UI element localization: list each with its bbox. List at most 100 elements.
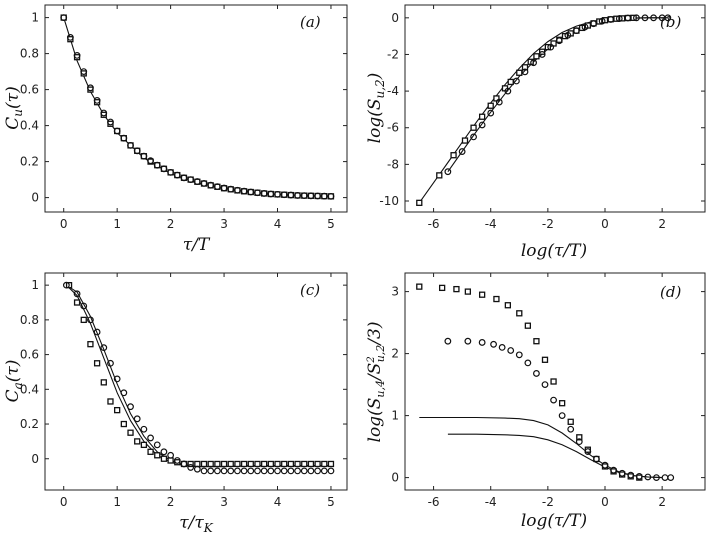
circle-marker (87, 316, 94, 324)
y-tick-label: 0.8 (20, 47, 39, 61)
circle-marker (193, 465, 201, 473)
circle-marker (624, 14, 632, 22)
y-tick-label: 0.4 (20, 119, 39, 133)
circle-marker (478, 339, 486, 346)
circle-marker (113, 127, 121, 135)
circle-marker (187, 176, 195, 184)
circle-marker (610, 466, 617, 474)
circle-marker (66, 34, 74, 41)
circle-marker (120, 134, 128, 142)
square-marker (321, 460, 328, 468)
y-tick-label: 0.6 (20, 83, 39, 97)
circle-marker (160, 165, 168, 173)
square-marker (194, 460, 201, 468)
panel-c-markers (62, 281, 335, 475)
square-marker (416, 199, 423, 206)
circle-marker (541, 381, 549, 389)
circle-marker (60, 14, 68, 22)
square-marker (160, 455, 168, 462)
square-marker (147, 448, 154, 455)
panel-c-label: (c) (300, 281, 320, 299)
circle-marker (100, 109, 108, 117)
panel-c-ticks: 0 1 2 3 4 5 0 0.2 0.4 0.6 0.8 1 (20, 273, 347, 509)
circle-marker (627, 471, 635, 479)
x-tick-label: 1 (113, 495, 121, 509)
circle-marker (300, 467, 308, 475)
circle-marker (254, 467, 261, 475)
circle-marker (93, 328, 101, 336)
panel-a-ylabel: Cu(τ) (3, 86, 25, 129)
square-marker (73, 299, 81, 306)
panel-d-label: (d) (660, 283, 681, 301)
square-marker (493, 295, 500, 303)
square-marker (240, 460, 248, 468)
x-tick-label: 5 (327, 495, 335, 509)
series-line (66, 284, 331, 468)
panel-d-ticks: -6 -4 -2 0 2 0 1 2 3 (391, 273, 705, 509)
x-tick-label: 4 (274, 217, 282, 231)
circle-marker (287, 191, 295, 199)
square-marker (436, 172, 443, 179)
circle-marker (280, 467, 288, 475)
panel-a-ticks: 0 1 2 3 4 5 0 0.2 0.4 0.6 0.8 1 (20, 5, 347, 231)
circle-marker (220, 184, 228, 192)
circle-marker (180, 174, 188, 182)
circle-marker (470, 133, 477, 141)
x-tick-label: 2 (658, 495, 666, 509)
circle-marker (294, 467, 301, 475)
circle-marker (633, 14, 640, 22)
square-marker (167, 457, 174, 464)
circle-marker (547, 43, 555, 51)
circle-marker (653, 474, 660, 482)
square-marker (220, 460, 228, 468)
y-tick-label: 0.6 (20, 348, 39, 362)
circle-marker (533, 370, 540, 377)
circle-marker (607, 16, 615, 23)
x-tick-label: -6 (428, 217, 440, 231)
square-marker (533, 53, 540, 60)
circle-marker (598, 17, 606, 25)
y-tick-label: -2 (387, 47, 399, 61)
circle-marker (267, 190, 275, 198)
circle-marker (280, 191, 288, 199)
circle-marker (287, 467, 295, 475)
circle-marker (581, 23, 589, 31)
circle-marker (247, 188, 255, 196)
square-marker (504, 302, 512, 309)
square-marker (261, 460, 268, 468)
circle-marker (120, 389, 128, 397)
square-marker (416, 283, 423, 290)
circle-marker (458, 148, 466, 155)
circle-marker (444, 168, 452, 176)
panel-b-frame (404, 4, 706, 213)
y-tick-label: 0 (31, 191, 39, 205)
circle-marker (558, 412, 566, 420)
square-marker (287, 460, 295, 468)
circle-marker (320, 192, 328, 200)
y-tick-label: 3 (391, 285, 399, 299)
circle-marker (167, 168, 175, 176)
circle-marker (307, 467, 315, 475)
circle-marker (62, 281, 70, 289)
circle-marker (615, 15, 623, 22)
circle-marker (644, 473, 652, 481)
y-tick-label: 0.2 (20, 417, 39, 431)
square-marker (267, 460, 274, 468)
circle-marker (650, 14, 657, 22)
square-marker (200, 460, 208, 468)
circle-marker (575, 438, 583, 446)
circle-marker (320, 467, 328, 475)
square-marker (487, 102, 494, 109)
circle-marker (300, 192, 308, 200)
circle-marker (487, 109, 495, 117)
panel-a-label: (a) (300, 13, 321, 31)
circle-marker (573, 27, 580, 35)
circle-marker (641, 14, 649, 22)
series-line (419, 416, 663, 479)
square-marker (464, 288, 472, 295)
circle-marker (530, 59, 537, 67)
circle-marker (590, 20, 597, 28)
circle-marker (100, 344, 108, 352)
square-marker (87, 341, 94, 348)
